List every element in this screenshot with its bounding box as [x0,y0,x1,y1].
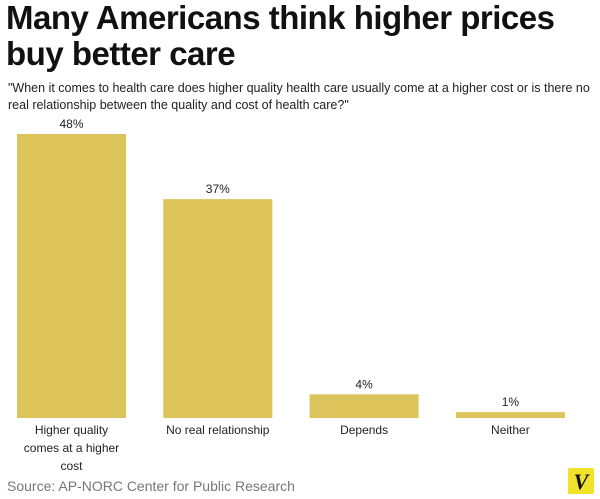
source-note: Source: AP-NORC Center for Public Resear… [7,478,295,494]
value-label-3: 1% [502,395,520,409]
logo-letter: V [574,469,591,494]
vox-v-logo-icon: V [568,468,594,499]
value-label-2: 4% [355,377,373,391]
bar-3 [455,412,565,418]
bar-2 [309,394,419,418]
category-label-1: No real relationship [166,423,270,437]
value-label-1: 37% [206,182,230,196]
chart-title: Many Americans think higher prices buy b… [6,0,555,72]
category-label-3: Neither [491,423,530,437]
category-label-0: Higher quality comes at a higher cost [23,423,120,473]
bar-1 [163,199,273,418]
value-label-0: 48% [59,117,83,131]
chart-subtitle: "When it comes to health care does highe… [8,81,590,112]
category-label-2: Depends [340,423,389,437]
bar-0 [17,134,126,418]
